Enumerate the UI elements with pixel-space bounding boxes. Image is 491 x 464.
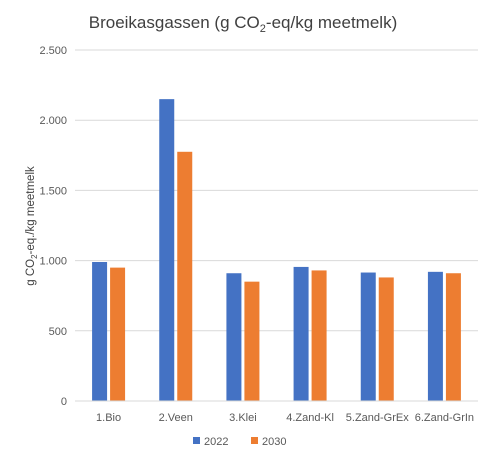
x-axis-tick-labels: 1.Bio 2.Veen 3.Klei 4.Zand-Kl 5.Zand-GrEx 6.Z… [96, 412, 474, 424]
bar-2022-1.Bio [92, 262, 108, 401]
bar-2030-3.Klei [244, 281, 260, 401]
bar-2030-4.Zand-Kl [311, 270, 327, 401]
bar-2022-3.Klei [226, 273, 242, 401]
y-axis-tick-labels: 0 500 1.000 1.500 2.000 2.500 [39, 45, 67, 408]
legend-swatch-2022 [193, 437, 200, 444]
x-tick-label: 3.Klei [229, 412, 257, 424]
y-tick-label: 0 [61, 396, 67, 408]
bars [92, 99, 461, 401]
legend-label: 2030 [262, 436, 286, 448]
chart-title: Broeikasgassen (g CO2-eq/kg meetmelk) [89, 13, 397, 35]
y-axis-label: g CO2-eq./kg meetmelk [25, 166, 39, 286]
bar-2030-6.Zand-GrIn [445, 273, 461, 401]
y-tick-label: 1.500 [39, 185, 67, 197]
x-tick-label: 5.Zand-GrEx [346, 412, 409, 424]
bar-2022-2.Veen [159, 99, 175, 401]
legend-label: 2022 [204, 436, 228, 448]
bar-2022-5.Zand-GrEx [360, 272, 376, 401]
bar-2030-2.Veen [177, 151, 193, 401]
y-tick-label: 500 [49, 326, 67, 338]
legend: 2022 2030 [193, 436, 286, 448]
legend-swatch-2030 [251, 437, 258, 444]
y-tick-label: 2.000 [39, 115, 67, 127]
gridlines [75, 49, 478, 332]
x-tick-label: 4.Zand-Kl [286, 412, 334, 424]
y-tick-label: 1.000 [39, 256, 67, 268]
bar-2022-6.Zand-GrIn [427, 271, 443, 401]
x-tick-label: 2.Veen [159, 412, 193, 424]
bar-2030-5.Zand-GrEx [378, 277, 394, 401]
bar-2030-1.Bio [110, 267, 126, 401]
x-tick-label: 1.Bio [96, 412, 121, 424]
y-tick-label: 2.500 [39, 45, 67, 57]
bar-2022-4.Zand-Kl [293, 266, 309, 401]
x-tick-label: 6.Zand-GrIn [415, 412, 474, 424]
